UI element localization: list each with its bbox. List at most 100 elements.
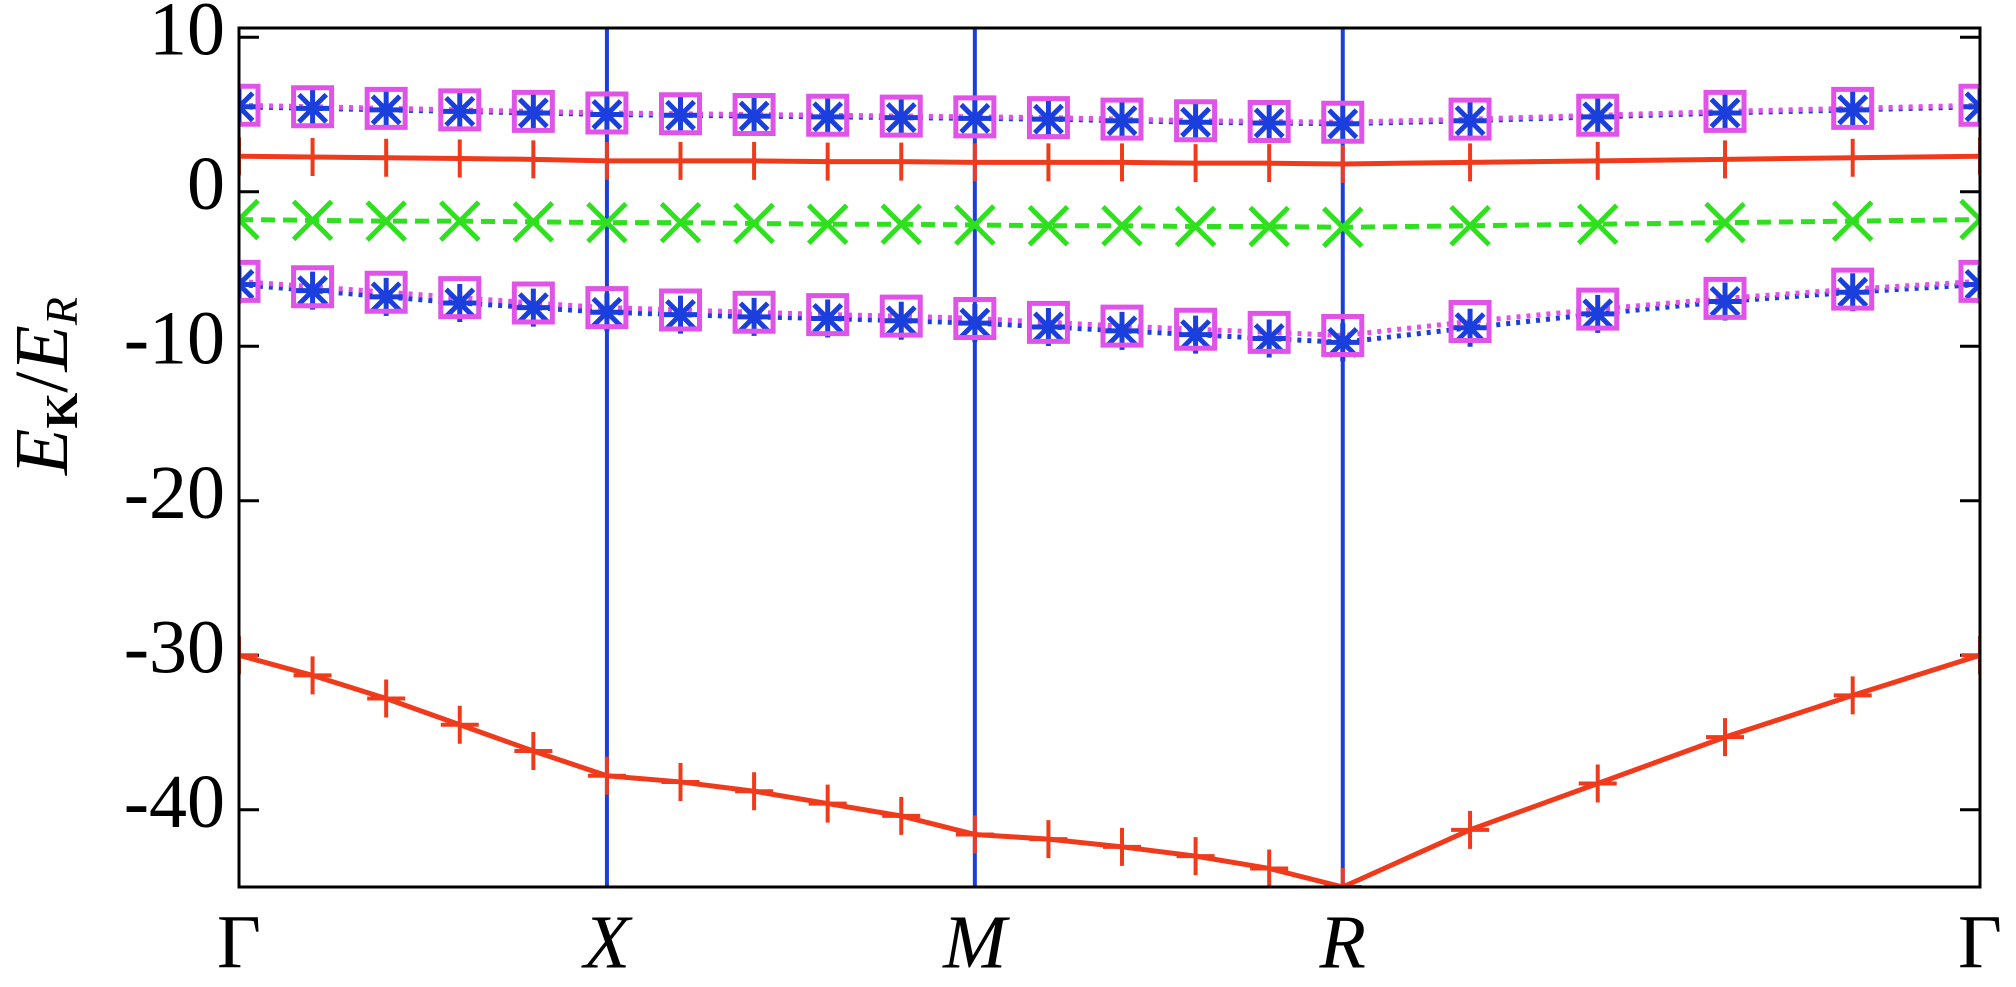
x-tick-label: R xyxy=(1319,900,1366,984)
marker xyxy=(1103,143,1142,182)
marker xyxy=(661,762,700,801)
marker xyxy=(511,89,555,133)
marker xyxy=(1958,83,1980,127)
marker xyxy=(440,139,479,178)
marker xyxy=(1029,100,1068,139)
marker xyxy=(735,141,774,180)
marker xyxy=(367,138,406,177)
x-tick-label: M xyxy=(942,900,1010,984)
marker xyxy=(806,203,849,245)
marker xyxy=(1176,837,1215,876)
marker xyxy=(1100,304,1144,348)
marker xyxy=(1026,96,1070,140)
marker xyxy=(239,259,261,303)
marker xyxy=(1247,99,1291,143)
marker xyxy=(808,784,847,823)
y-tick-label: -40 xyxy=(124,760,225,844)
marker xyxy=(1706,282,1745,321)
y-label-part: / xyxy=(0,371,84,393)
marker xyxy=(587,756,626,795)
marker xyxy=(1323,144,1362,183)
marker xyxy=(1103,827,1142,866)
marker xyxy=(1323,104,1362,143)
marker xyxy=(291,265,335,309)
marker xyxy=(1321,100,1365,144)
marker xyxy=(808,97,847,136)
marker xyxy=(1961,636,1980,675)
marker xyxy=(239,83,261,127)
marker xyxy=(661,96,700,135)
marker xyxy=(1174,307,1218,351)
marker xyxy=(1958,259,1980,303)
marker xyxy=(293,89,332,128)
marker xyxy=(1026,300,1070,344)
marker xyxy=(1578,764,1617,803)
marker xyxy=(953,95,997,139)
marker xyxy=(659,92,703,136)
marker xyxy=(806,293,850,337)
marker xyxy=(882,301,921,340)
marker xyxy=(586,201,628,244)
x-tick-label: Γ xyxy=(1958,900,2002,984)
marker xyxy=(1029,143,1068,182)
plot-frame xyxy=(237,26,1982,889)
marker xyxy=(1833,273,1872,312)
marker xyxy=(1576,287,1620,331)
marker xyxy=(1833,138,1872,177)
marker xyxy=(438,200,481,242)
marker xyxy=(806,93,850,137)
marker xyxy=(659,201,702,244)
marker xyxy=(808,142,847,181)
marker xyxy=(239,636,258,675)
marker xyxy=(1103,101,1142,140)
marker xyxy=(514,93,553,132)
marker xyxy=(364,86,408,130)
marker xyxy=(1706,140,1745,179)
marker xyxy=(1448,97,1492,141)
marker xyxy=(438,276,482,320)
marker xyxy=(1250,144,1289,183)
marker xyxy=(661,141,700,180)
marker xyxy=(1321,206,1364,249)
marker xyxy=(1451,810,1490,849)
marker xyxy=(882,98,921,137)
marker xyxy=(440,92,479,131)
marker xyxy=(1706,93,1745,132)
marker xyxy=(438,88,482,132)
y-tick-label: -20 xyxy=(124,451,225,535)
marker xyxy=(1451,143,1490,182)
marker xyxy=(879,294,923,338)
marker xyxy=(1451,101,1490,140)
marker xyxy=(293,138,332,177)
marker xyxy=(1578,141,1617,180)
marker xyxy=(882,142,921,181)
marker xyxy=(1250,849,1289,887)
x-tick-label: X xyxy=(581,900,633,984)
marker xyxy=(1831,200,1874,242)
marker xyxy=(732,93,776,137)
marker xyxy=(1174,99,1218,143)
marker xyxy=(587,293,626,332)
marker xyxy=(367,277,406,316)
marker xyxy=(1704,201,1746,244)
marker xyxy=(882,796,921,835)
marker xyxy=(1576,93,1620,137)
marker xyxy=(585,286,629,330)
marker xyxy=(239,137,258,176)
marker xyxy=(735,97,774,136)
y-axis-label: EK/ER xyxy=(0,297,86,476)
marker xyxy=(955,304,994,343)
marker xyxy=(1176,144,1215,183)
marker xyxy=(587,95,626,134)
marker xyxy=(735,297,774,336)
marker xyxy=(587,141,626,180)
marker xyxy=(514,288,553,327)
marker xyxy=(514,732,553,771)
marker xyxy=(1706,718,1745,757)
marker xyxy=(514,140,553,179)
y-label-part: E xyxy=(0,325,84,372)
marker xyxy=(735,772,774,811)
marker xyxy=(1449,204,1491,247)
